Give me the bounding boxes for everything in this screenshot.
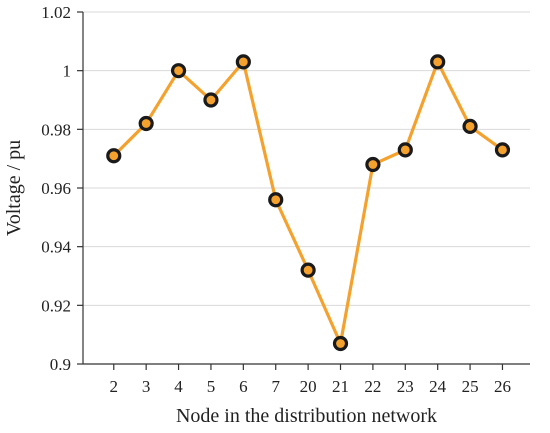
y-tick-label: 1 xyxy=(63,62,72,81)
x-tick-label: 22 xyxy=(364,377,381,396)
data-point xyxy=(397,142,413,158)
data-point xyxy=(203,92,219,108)
data-point xyxy=(268,192,284,208)
x-tick-label: 20 xyxy=(300,377,317,396)
x-tick-label: 3 xyxy=(142,377,151,396)
data-point xyxy=(494,142,511,158)
x-axis-ticks: 2 3 4 5 6 7 20 21 22 23 24 25 26 xyxy=(110,364,511,396)
x-tick-label: 6 xyxy=(239,377,248,396)
y-tick-label: 0.98 xyxy=(41,120,71,139)
data-point xyxy=(365,156,381,173)
gridlines xyxy=(83,11,530,306)
y-tick-label: 0.94 xyxy=(41,238,71,257)
y-axis-title: Voltage / pu xyxy=(3,140,25,236)
x-tick-label: 5 xyxy=(207,377,216,396)
data-point xyxy=(235,54,251,70)
y-axis-ticks: 0.9 0.92 0.94 0.96 0.98 1 1.02 xyxy=(41,3,83,374)
x-tick-label: 23 xyxy=(397,377,414,396)
y-tick-label: 1.02 xyxy=(41,3,71,22)
y-tick-label: 0.9 xyxy=(50,355,71,374)
x-tick-label: 21 xyxy=(332,377,349,396)
x-tick-label: 4 xyxy=(174,377,183,396)
series-line xyxy=(112,60,505,346)
data-point xyxy=(462,118,478,135)
x-axis-title: Node in the distribution network xyxy=(176,405,437,427)
data-point xyxy=(332,335,349,352)
x-tick-label: 26 xyxy=(494,377,511,396)
data-point xyxy=(106,148,122,164)
x-tick-label: 24 xyxy=(429,377,447,396)
y-tick-label: 0.96 xyxy=(41,179,71,198)
x-tick-label: 2 xyxy=(110,377,119,396)
data-point xyxy=(170,63,187,79)
x-tick-label: 25 xyxy=(462,377,479,396)
data-point xyxy=(430,54,446,70)
series-layer xyxy=(106,54,511,352)
data-point xyxy=(300,262,316,278)
data-point xyxy=(138,115,154,132)
y-tick-label: 0.92 xyxy=(41,296,71,315)
x-tick-label: 7 xyxy=(271,377,280,396)
